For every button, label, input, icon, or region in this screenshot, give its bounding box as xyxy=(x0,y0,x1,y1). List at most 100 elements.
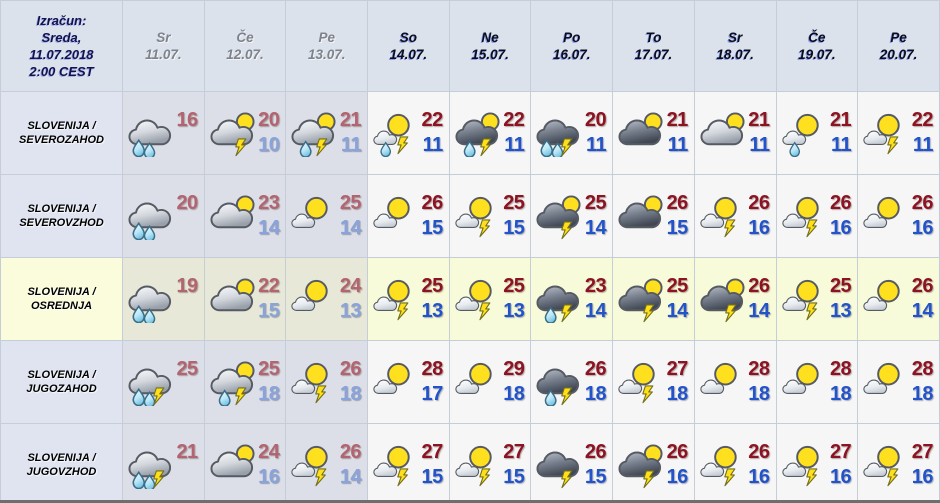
low-temp: 18 xyxy=(503,383,525,405)
forecast-row: SLOVENIJA / JUGOVZHOD 21 24 16 26 14 27 15 27 15 2… xyxy=(0,423,940,500)
low-temp: 17 xyxy=(421,383,444,405)
temperature-group: 24 16 xyxy=(256,440,283,490)
region-cell-jugozahod[interactable]: SLOVENIJA / JUGOZAHOD xyxy=(0,340,123,424)
column-header-sr-1807: Sr 18.07. xyxy=(693,0,777,92)
day-date: 14.07. xyxy=(389,47,428,62)
forecast-cell: 22 11 xyxy=(857,91,940,175)
high-temp: 28 xyxy=(911,358,934,380)
forecast-row: SLOVENIJA / SEVEROZAHOD 16 20 10 21 11 22 11 22 1… xyxy=(0,91,940,175)
region-label: SLOVENIJA / SEVEROVZHOD xyxy=(19,203,104,229)
sun-cloud-icon xyxy=(372,193,419,240)
high-temp: 25 xyxy=(584,192,607,214)
low-temp: 15 xyxy=(258,300,280,322)
forecast-cell: 26 14 xyxy=(857,257,940,341)
high-temp: 27 xyxy=(421,441,444,463)
cloud-sun-icon xyxy=(209,442,256,489)
region-label: SLOVENIJA / OSREDNJA xyxy=(27,286,96,312)
high-temp: 26 xyxy=(339,358,362,380)
forecast-cell: 25 xyxy=(122,340,205,424)
forecast-row: SLOVENIJA / SEVEROVZHOD 20 23 14 25 14 26 15 25 1… xyxy=(0,174,940,258)
high-temp: 21 xyxy=(339,109,362,131)
forecast-row: SLOVENIJA / JUGOZAHOD 25 25 18 26 18 28 17 29 18 2… xyxy=(0,340,940,424)
sun-cloud-thunder-icon xyxy=(372,442,419,489)
forecast-cell: 29 18 xyxy=(448,340,532,424)
high-temp: 21 xyxy=(829,109,852,131)
region-cell-severovzhod[interactable]: SLOVENIJA / SEVEROVZHOD xyxy=(0,174,123,258)
sun-cloud-rain1-icon xyxy=(781,110,828,157)
high-temp: 26 xyxy=(911,192,934,214)
sun-cloud-icon xyxy=(454,359,501,406)
temperature-group: 28 17 xyxy=(419,357,446,407)
temperature-group: 21 11 xyxy=(337,108,364,158)
low-temp: 11 xyxy=(422,134,444,156)
sun-cloud-thunder-icon xyxy=(699,193,746,240)
sun-cloud-rain1-thunder-icon xyxy=(372,110,419,157)
sun-cloud-thunder-icon xyxy=(781,442,828,489)
low-temp: 11 xyxy=(831,134,852,156)
temperature-group: 26 18 xyxy=(337,357,364,407)
cloud-sun-thunder-icon xyxy=(209,110,256,157)
high-temp: 22 xyxy=(503,109,525,131)
column-header-po-1607: Po 16.07. xyxy=(530,0,614,92)
temperature-group: 21 11 xyxy=(828,108,855,158)
high-temp: 20 xyxy=(258,109,280,131)
low-temp: 13 xyxy=(339,300,362,322)
sun-cloud-thunder-icon xyxy=(699,442,746,489)
darkcloud-sun-thunder-icon xyxy=(699,276,746,323)
low-temp: 15 xyxy=(503,466,525,488)
darkcloud-sun-thunder-icon xyxy=(617,276,664,323)
temperature-group: 26 14 xyxy=(337,440,364,490)
cloud-sun-icon xyxy=(209,193,256,240)
sun-cloud-icon xyxy=(862,359,909,406)
high-temp: 21 xyxy=(666,109,689,131)
forecast-cell: 25 14 xyxy=(612,257,695,341)
cloud-rain2-icon xyxy=(127,276,174,323)
low-temp: 18 xyxy=(584,383,607,405)
low-temp: 14 xyxy=(339,466,362,488)
low-temp: 15 xyxy=(666,217,689,239)
column-header-pe-1307: Pe 13.07. xyxy=(285,0,369,92)
darkcloud-sun-thunder-icon xyxy=(617,442,664,489)
sun-cloud-icon xyxy=(862,276,909,323)
high-temp: 26 xyxy=(339,441,362,463)
low-temp: 18 xyxy=(258,383,280,405)
high-temp: 25 xyxy=(176,358,198,380)
temperature-group: 27 15 xyxy=(419,440,446,490)
region-label: SLOVENIJA / JUGOVZHOD xyxy=(26,452,97,478)
temperature-group: 22 11 xyxy=(501,108,528,158)
forecast-cell: 16 xyxy=(122,91,205,175)
region-cell-severozahod[interactable]: SLOVENIJA / SEVEROZAHOD xyxy=(0,91,123,175)
forecast-cell: 26 16 xyxy=(612,423,695,500)
forecast-cell: 25 15 xyxy=(448,174,532,258)
high-temp: 25 xyxy=(339,192,362,214)
temperature-group: 25 15 xyxy=(501,191,528,241)
high-temp: 27 xyxy=(666,358,689,380)
temperature-group: 20 11 xyxy=(582,108,609,158)
column-header-če-1907: Če 19.07. xyxy=(775,0,859,92)
low-temp: 16 xyxy=(829,466,852,488)
high-temp: 26 xyxy=(421,192,444,214)
high-temp: 25 xyxy=(421,275,444,297)
sun-cloud-thunder-icon xyxy=(290,442,337,489)
day-date: 12.07. xyxy=(226,47,264,62)
sun-cloud-thunder-icon xyxy=(290,359,337,406)
forecast-cell: 21 11 xyxy=(693,91,777,175)
low-temp: 16 xyxy=(748,217,770,239)
region-cell-jugovzhod[interactable]: SLOVENIJA / JUGOVZHOD xyxy=(0,423,123,500)
forecast-cell: 21 11 xyxy=(285,91,369,175)
darkcloud-sun-icon xyxy=(617,193,664,240)
column-header-če-1207: Če 12.07. xyxy=(203,0,287,92)
forecast-cell: 21 xyxy=(122,423,205,500)
low-temp: 18 xyxy=(911,383,934,405)
region-cell-osrednja[interactable]: SLOVENIJA / OSREDNJA xyxy=(0,257,123,341)
temperature-group: 23 14 xyxy=(582,274,609,324)
darkcloud-sun-rain1-thunder-icon xyxy=(454,110,501,157)
low-temp: 15 xyxy=(503,217,525,239)
forecast-cell: 25 14 xyxy=(530,174,614,258)
high-temp: 25 xyxy=(503,275,525,297)
high-temp: 23 xyxy=(258,192,280,214)
sun-cloud-icon xyxy=(699,359,746,406)
high-temp: 16 xyxy=(176,109,198,131)
forecast-cell: 22 11 xyxy=(367,91,450,175)
